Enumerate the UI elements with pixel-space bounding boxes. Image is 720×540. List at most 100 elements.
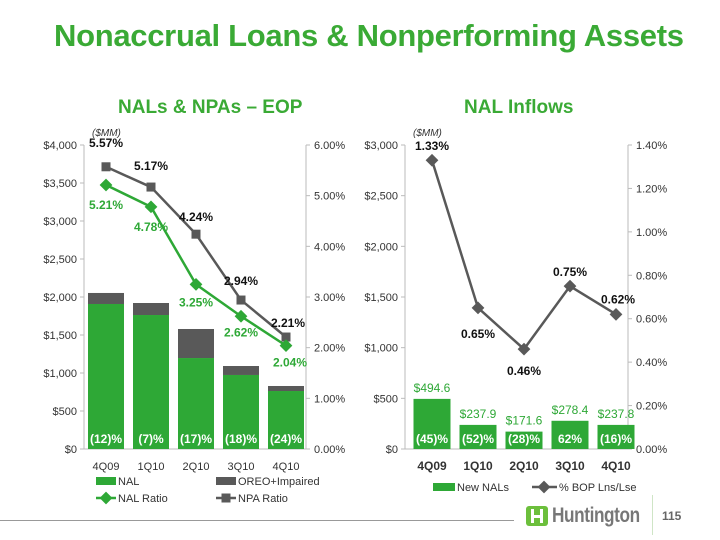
npa-ratio-label: 2.94% (224, 274, 258, 288)
legend-nal-swatch (96, 477, 116, 485)
bar-change-label: (45)% (416, 432, 448, 446)
bar-change-label: (7)% (138, 432, 164, 446)
npa-ratio-label: 4.24% (179, 210, 213, 224)
legend-nal-ratio-marker (99, 491, 113, 505)
y2-tick-label: 1.20% (636, 183, 667, 195)
legend-nal-label: NAL (118, 476, 139, 488)
bop-ratio-point (609, 308, 623, 321)
y-tick-label: $1,500 (43, 330, 77, 342)
y-tick-label: $3,000 (43, 216, 77, 228)
new-nals-bar (459, 424, 497, 449)
new-nals-value-label: $171.6 (506, 414, 543, 428)
npa-ratio-point (191, 229, 201, 239)
new-nals-value-label: $237.8 (598, 407, 635, 421)
new-nals-bar (505, 431, 543, 449)
bar-change-label: (12)% (90, 432, 122, 446)
y-tick-label: $4,000 (43, 140, 77, 152)
x-tick-label: 4Q10 (601, 459, 631, 473)
y-tick-label: $1,500 (364, 292, 398, 304)
oreo-bar (88, 292, 124, 304)
x-tick-label: 2Q10 (509, 459, 539, 473)
y-tick-label: $1,000 (364, 343, 398, 355)
nal-bar (88, 303, 124, 449)
nal-ratio-label: 5.21% (89, 198, 123, 212)
bar-change-label: (28)% (508, 432, 540, 446)
x-tick-label: 1Q10 (138, 461, 165, 473)
bop-ratio-point (425, 153, 439, 167)
y2-tick-label: 0.80% (636, 270, 667, 282)
nal-ratio-point (189, 277, 203, 291)
x-tick-label: 4Q09 (417, 459, 447, 473)
footer-line (0, 520, 514, 521)
npa-ratio-label: 5.57% (89, 136, 123, 150)
nal-ratio-label: 3.25% (179, 295, 213, 309)
bop-ratio-label: 0.65% (461, 327, 495, 341)
x-tick-label: 2Q10 (183, 461, 210, 473)
legend-nal-ratio-label: NAL Ratio (118, 493, 168, 505)
x-tick-label: 3Q10 (555, 459, 585, 473)
y2-tick-label: 0.00% (636, 444, 667, 456)
y-tick-label: $500 (374, 393, 398, 405)
left-chart-title: NALs & NPAs – EOP (118, 97, 303, 118)
y-tick-label: $2,500 (364, 191, 398, 203)
y-tick-label: $2,000 (43, 292, 77, 304)
y2-tick-label: 3.00% (314, 292, 345, 304)
y2-tick-label: 1.40% (636, 140, 667, 152)
nal-ratio-point (234, 309, 248, 323)
nal-ratio-point (99, 178, 113, 192)
nal-bar (133, 315, 169, 449)
nal-bar (223, 374, 259, 449)
npa-ratio-point (236, 295, 246, 305)
page-number: 115 (662, 509, 682, 523)
bar-change-label: (17)% (180, 432, 212, 446)
huntington-logo: Huntington (526, 503, 659, 529)
new-nals-value-label: $278.4 (552, 403, 589, 417)
oreo-bar (223, 366, 259, 375)
y-tick-label: $0 (65, 444, 77, 456)
npa-ratio-point (146, 182, 156, 192)
legend-new-nals-swatch (433, 483, 455, 491)
legend-new-nals-label: New NALs (457, 482, 509, 494)
slide-title: Nonaccrual Loans & Nonperforming Assets (54, 18, 684, 53)
oreo-bar (133, 303, 169, 316)
legend-oreo-swatch (216, 477, 236, 485)
new-nals-bar (551, 420, 589, 449)
nal-bar (178, 358, 214, 449)
bar-change-label: (18)% (225, 432, 257, 446)
bop-ratio-label: 0.62% (601, 292, 635, 306)
npa-ratio-point (281, 332, 291, 342)
y2-tick-label: 5.00% (314, 191, 345, 203)
y2-tick-label: 2.00% (314, 343, 345, 355)
y2-tick-label: 0.20% (636, 401, 667, 413)
npa-ratio-label: 2.21% (271, 316, 305, 330)
bop-ratio-label: 0.46% (507, 364, 541, 378)
y-tick-label: $3,000 (364, 140, 398, 152)
legend-bop-label: % BOP Lns/Lse (559, 482, 636, 494)
new-nals-bar (597, 424, 635, 449)
new-nals-value-label: $237.9 (460, 407, 497, 421)
y-tick-label: $2,000 (364, 241, 398, 253)
y-tick-label: $2,500 (43, 254, 77, 266)
legend-npa-ratio-label: NPA Ratio (238, 493, 288, 505)
bar-change-label: (52)% (462, 432, 494, 446)
nal-bar (268, 391, 304, 449)
logo-icon (526, 506, 548, 526)
y2-tick-label: 4.00% (314, 241, 345, 253)
new-nals-value-label: $494.6 (414, 381, 451, 395)
y-tick-label: $3,500 (43, 178, 77, 190)
y2-tick-label: 0.40% (636, 357, 667, 369)
x-tick-label: 4Q09 (93, 461, 120, 473)
legend-oreo-label: OREO+Impaired (238, 476, 320, 488)
x-tick-label: 4Q10 (273, 461, 300, 473)
y-tick-label: $1,000 (43, 368, 77, 380)
y-tick-label: $0 (386, 444, 398, 456)
nal-ratio-point (144, 200, 158, 214)
y2-tick-label: 0.00% (314, 444, 345, 456)
bop-ratio-label: 0.75% (553, 265, 587, 279)
logo-text: Huntington (552, 504, 640, 527)
bar-change-label: (16)% (600, 432, 632, 446)
oreo-bar (178, 328, 214, 359)
bop-ratio-label: 1.33% (415, 139, 449, 153)
y2-tick-label: 6.00% (314, 140, 345, 152)
